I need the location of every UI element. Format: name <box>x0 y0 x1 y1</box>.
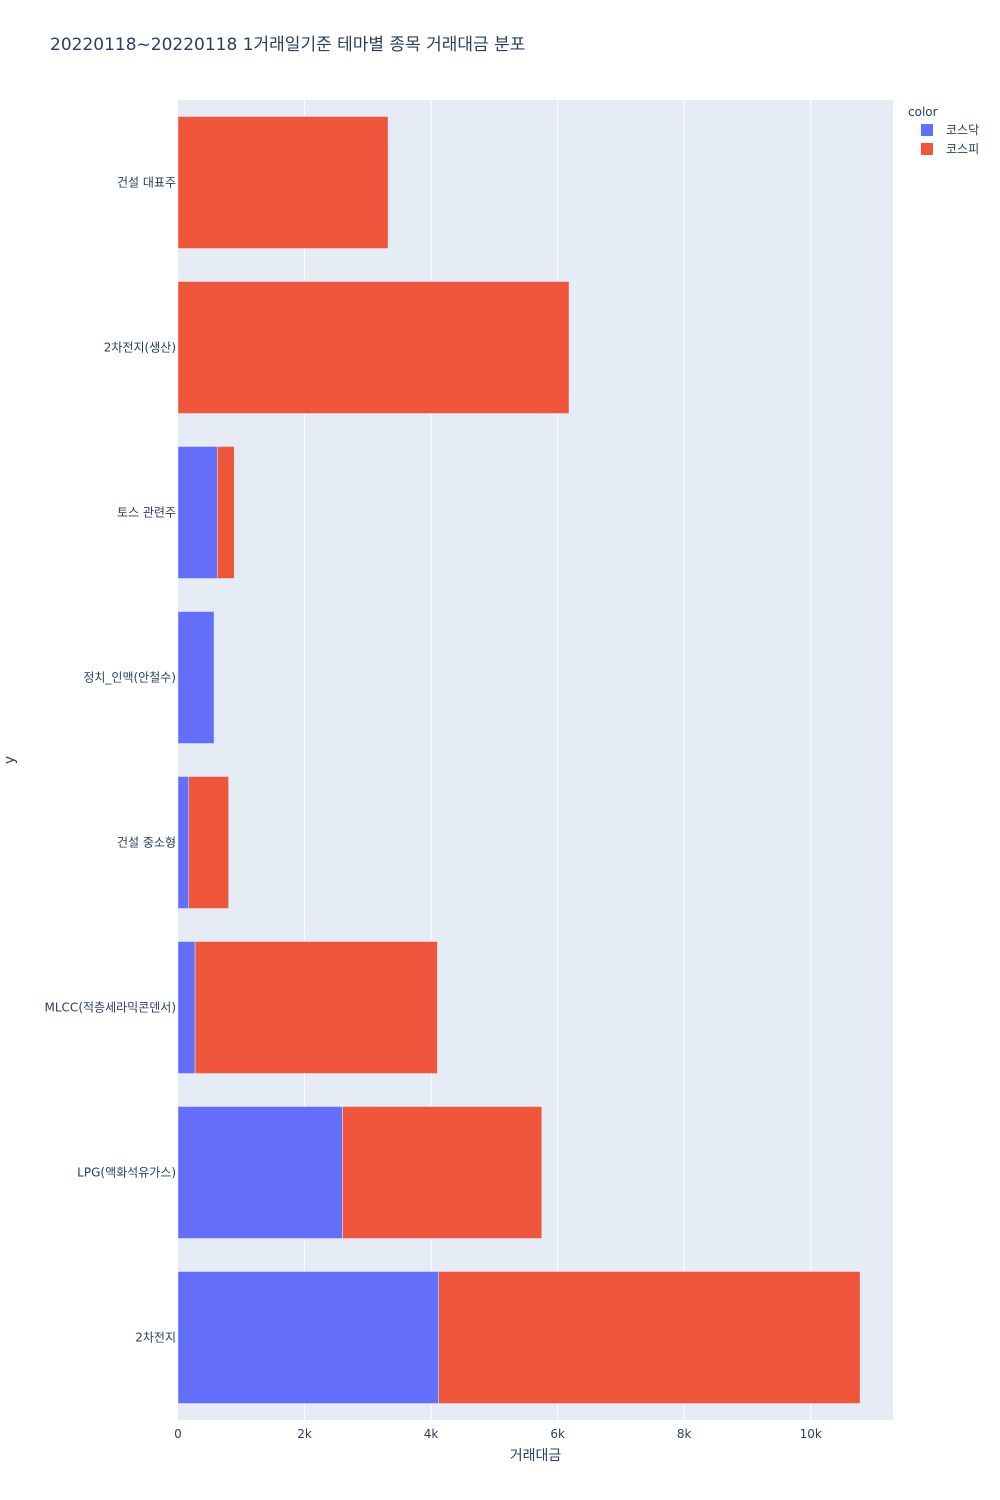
bar-kospi[interactable] <box>177 281 570 414</box>
legend-title: color <box>908 105 938 119</box>
x-tick-label: 8k <box>677 1427 692 1441</box>
bars <box>177 116 861 1404</box>
bar-kosdaq[interactable] <box>177 941 196 1074</box>
legend-swatch[interactable] <box>921 124 933 136</box>
bar-kospi[interactable] <box>177 116 389 249</box>
y-tick-label: 건설 대표주 <box>117 176 176 190</box>
x-axis-title: 거래대금 <box>510 1448 562 1464</box>
y-tick-label: 건설 중소형 <box>117 836 176 850</box>
y-tick-label: 정치_인맥(안철수) <box>83 671 176 685</box>
bar-kospi[interactable] <box>438 1271 861 1404</box>
y-tick-label: MLCC(적층세라믹콘덴서) <box>45 1001 176 1015</box>
bar-kospi[interactable] <box>188 776 229 909</box>
bar-kosdaq[interactable] <box>177 1271 439 1404</box>
bar-kospi[interactable] <box>194 941 438 1074</box>
x-tick-label: 4k <box>424 1427 439 1441</box>
legend-item-label[interactable]: 코스닥 <box>946 123 979 137</box>
x-tick-label: 0 <box>174 1427 182 1441</box>
bar-kospi[interactable] <box>216 446 235 579</box>
y-tick-label: 토스 관련주 <box>117 506 176 520</box>
bar-kosdaq[interactable] <box>177 446 218 579</box>
bar-kosdaq[interactable] <box>177 1106 343 1239</box>
bar-kospi[interactable] <box>342 1106 543 1239</box>
y-tick-label: 2차전지(생산) <box>104 341 176 355</box>
x-axis-ticks: 0 2k 4k 6k 8k 10k <box>174 1427 822 1441</box>
legend-swatch[interactable] <box>921 143 933 155</box>
y-tick-label: 2차전지 <box>135 1331 176 1345</box>
chart-title: 20220118~20220118 1거래일기준 테마별 종목 거래대금 분포 <box>50 35 525 55</box>
bar-kosdaq[interactable] <box>177 776 190 909</box>
x-tick-label: 6k <box>550 1427 565 1441</box>
y-tick-label: LPG(액화석유가스) <box>77 1166 176 1180</box>
bar-kosdaq[interactable] <box>177 611 215 744</box>
x-tick-label: 10k <box>800 1427 822 1441</box>
y-axis-title: y <box>2 756 18 764</box>
x-tick-label: 2k <box>297 1427 312 1441</box>
legend-item-label[interactable]: 코스피 <box>946 142 979 156</box>
